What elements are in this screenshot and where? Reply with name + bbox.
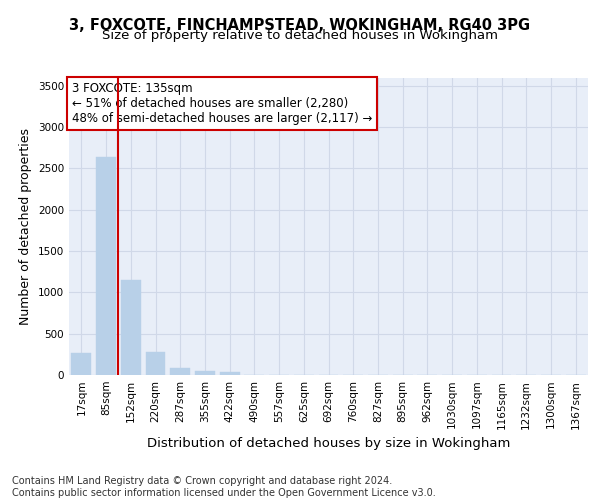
Bar	[170, 368, 190, 375]
Bar	[146, 352, 166, 375]
Bar	[121, 280, 140, 375]
Text: Size of property relative to detached houses in Wokingham: Size of property relative to detached ho…	[102, 29, 498, 42]
X-axis label: Distribution of detached houses by size in Wokingham: Distribution of detached houses by size …	[147, 437, 510, 450]
Text: 3 FOXCOTE: 135sqm
← 51% of detached houses are smaller (2,280)
48% of semi-detac: 3 FOXCOTE: 135sqm ← 51% of detached hous…	[71, 82, 372, 125]
Bar	[71, 352, 91, 375]
Bar	[220, 372, 239, 375]
Bar	[195, 372, 215, 375]
Bar	[96, 157, 116, 375]
Text: Contains HM Land Registry data © Crown copyright and database right 2024.
Contai: Contains HM Land Registry data © Crown c…	[12, 476, 436, 498]
Y-axis label: Number of detached properties: Number of detached properties	[19, 128, 32, 325]
Text: 3, FOXCOTE, FINCHAMPSTEAD, WOKINGHAM, RG40 3PG: 3, FOXCOTE, FINCHAMPSTEAD, WOKINGHAM, RG…	[70, 18, 530, 32]
